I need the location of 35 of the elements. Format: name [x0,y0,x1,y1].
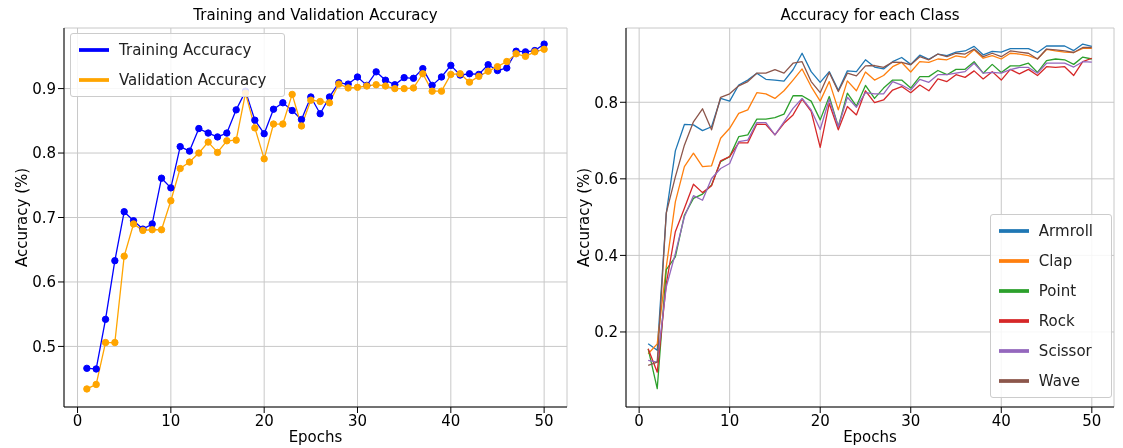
legend-label: Armroll [1037,221,1093,240]
x-tick-label: 40 [441,411,461,430]
y-axis-title: Accuracy (%) [13,167,32,268]
legend-label: Wave [1037,371,1081,390]
y-tick-label: 0.6 [594,170,618,189]
x-axis-title: Epochs [843,428,898,446]
x-tick-label: 20 [810,411,830,430]
x-axis-title: Epochs [288,428,343,446]
x-tick-label: 10 [720,411,740,430]
x-tick-label: 0 [634,411,644,430]
x-tick-label: 50 [1082,411,1102,430]
legend-label: Validation Accuracy [118,70,267,89]
y-tick-label: 0.9 [32,79,56,98]
y-axis-title: Accuracy (%) [575,167,594,268]
x-tick-label: 40 [991,411,1011,430]
chart-title: Accuracy for each Class [779,6,961,24]
y-tick-label: 0.7 [32,208,56,227]
x-tick-label: 0 [72,411,83,430]
x-tick-label: 30 [901,411,921,430]
y-tick-label: 0.8 [32,144,56,163]
legend-label: Point [1037,281,1077,300]
y-tick-label: 0.6 [32,273,56,292]
legend-label: Training Accuracy [118,40,252,59]
y-tick-label: 0.2 [594,323,618,342]
x-tick-label: 20 [254,411,274,430]
x-tick-label: 10 [161,411,181,430]
legend-label: Scissor [1037,341,1092,360]
chart-title: Training and Validation Accuracy [192,6,439,24]
y-tick-label: 0.8 [594,93,618,112]
x-tick-label: 50 [534,411,554,430]
y-tick-label: 0.5 [32,337,56,356]
legend-label: Rock [1037,311,1075,330]
x-tick-label: 30 [347,411,368,430]
legend-label: Clap [1037,251,1073,270]
y-tick-label: 0.4 [594,246,618,265]
